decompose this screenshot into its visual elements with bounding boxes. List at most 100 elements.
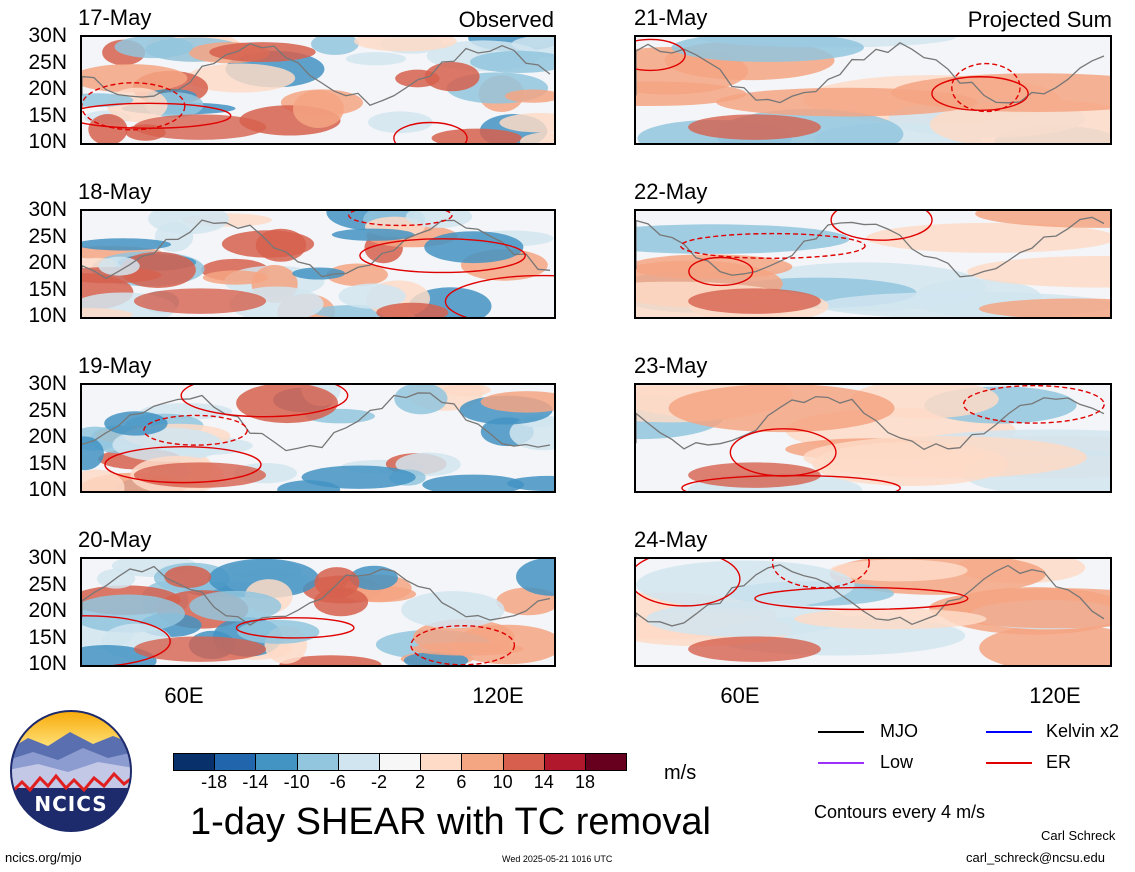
- shading-blob: [394, 385, 448, 415]
- shading-blob: [424, 62, 480, 92]
- units-label: m/s: [664, 762, 697, 784]
- lon-label-60e: 60E: [720, 683, 760, 708]
- shading-blob: [671, 37, 864, 62]
- shading-blob: [236, 385, 338, 424]
- colorbar-tick-label: -14: [242, 772, 269, 792]
- shading-blob: [422, 474, 525, 491]
- shading-blob: [313, 587, 369, 617]
- shear-field-shading: [636, 559, 1110, 665]
- shading-blob: [349, 565, 398, 591]
- colorbar-tick-label: 6: [456, 772, 467, 792]
- shading-blob: [978, 298, 1110, 317]
- er-contour: [636, 559, 741, 607]
- observed-label: Observed: [458, 7, 554, 32]
- lat-label: 25N: [28, 398, 67, 422]
- er-contour: [754, 586, 969, 611]
- coastline: [636, 564, 1105, 627]
- shading-blob: [209, 42, 316, 62]
- er-contour: [444, 274, 554, 317]
- er-contour: [681, 474, 901, 491]
- shear-map-panel: [634, 557, 1112, 667]
- shear-map-panel: [634, 209, 1112, 319]
- panel-date-label: 23-May: [634, 353, 708, 378]
- shading-blob: [636, 224, 850, 254]
- shading-blob: [104, 411, 168, 436]
- er-contour: [348, 211, 453, 227]
- colorbar-tick-label: 2: [415, 772, 426, 792]
- shading-blob: [221, 230, 315, 258]
- lat-label: 20N: [28, 425, 67, 448]
- lon-label-120e: 120E: [472, 683, 524, 708]
- shading-blob: [202, 270, 269, 285]
- colorbar-swatch: [461, 753, 504, 771]
- er-contour: [104, 445, 262, 484]
- colorbar-tick-label: -6: [329, 772, 346, 792]
- er-contour: [688, 256, 754, 287]
- shading-blob: [368, 111, 433, 134]
- coastline: [82, 392, 551, 452]
- shading-blob: [148, 211, 230, 235]
- shading-blob: [112, 427, 224, 462]
- er-contour: [951, 62, 1021, 113]
- shading-blob: [311, 37, 359, 55]
- lat-label: 15N: [28, 277, 67, 301]
- shading-blob: [82, 594, 185, 633]
- colorbar-tick-label: 14: [533, 772, 554, 792]
- contour-interval-note: Contours every 4 m/s: [814, 802, 986, 822]
- er-contour: [143, 414, 248, 446]
- lon-label-60e: 60E: [164, 683, 204, 708]
- colorbar-tick-label: -10: [283, 772, 310, 792]
- panel-date-label: 24-May: [634, 527, 708, 552]
- lat-label: 20N: [28, 599, 67, 622]
- shear-map-panel: [80, 557, 556, 667]
- shading-blob: [431, 128, 522, 143]
- shading-blob: [975, 211, 1110, 228]
- projected-sum-label: Projected Sum: [967, 7, 1112, 32]
- shading-blob: [376, 302, 449, 317]
- shear-map-panel: [80, 383, 556, 493]
- coastline: [636, 395, 1105, 451]
- er-contour: [82, 102, 232, 129]
- shading-blob: [82, 436, 104, 471]
- shading-blob: [688, 288, 821, 314]
- lat-label: 25N: [28, 224, 67, 248]
- shading-blob: [830, 559, 968, 582]
- er-contour: [82, 615, 171, 665]
- shear-map-panel: [634, 35, 1112, 145]
- shading-blob: [338, 283, 406, 309]
- lat-label: 15N: [28, 103, 67, 127]
- coastline: [82, 219, 551, 280]
- lat-label: 20N: [28, 77, 67, 100]
- lat-label: 30N: [28, 24, 67, 47]
- er-contour: [410, 625, 516, 665]
- legend-line-er: [986, 762, 1032, 764]
- shading-blob: [688, 462, 821, 488]
- lat-label: 30N: [28, 546, 67, 569]
- shading-blob: [164, 565, 212, 588]
- shading-blob: [891, 73, 1110, 113]
- lat-label: 20N: [28, 251, 67, 274]
- shading-blob: [82, 469, 125, 491]
- shading-blob: [401, 591, 505, 629]
- shading-blob: [237, 619, 320, 644]
- shading-blob: [293, 89, 344, 128]
- shading-blob: [88, 114, 128, 143]
- colorbar-tick-label: -2: [370, 772, 387, 792]
- colorbar-swatch: [214, 753, 257, 771]
- er-contour: [679, 232, 866, 259]
- shear-field-shading: [636, 37, 1110, 143]
- lat-label: 10N: [28, 652, 67, 675]
- er-contour: [180, 385, 349, 418]
- colorbar-tick-label: 18: [574, 772, 596, 792]
- shading-blob: [189, 590, 282, 622]
- colorbar-swatch: [255, 753, 298, 771]
- lat-label: 25N: [28, 50, 67, 74]
- shading-blob: [688, 636, 821, 662]
- er-contour: [931, 76, 1029, 111]
- panel-date-label: 17-May: [78, 5, 152, 30]
- shading-blob: [133, 636, 267, 662]
- shading-blob: [511, 37, 554, 54]
- shading-blob: [812, 442, 1010, 486]
- shading-blob: [410, 642, 524, 656]
- colorbar-swatch: [543, 753, 586, 771]
